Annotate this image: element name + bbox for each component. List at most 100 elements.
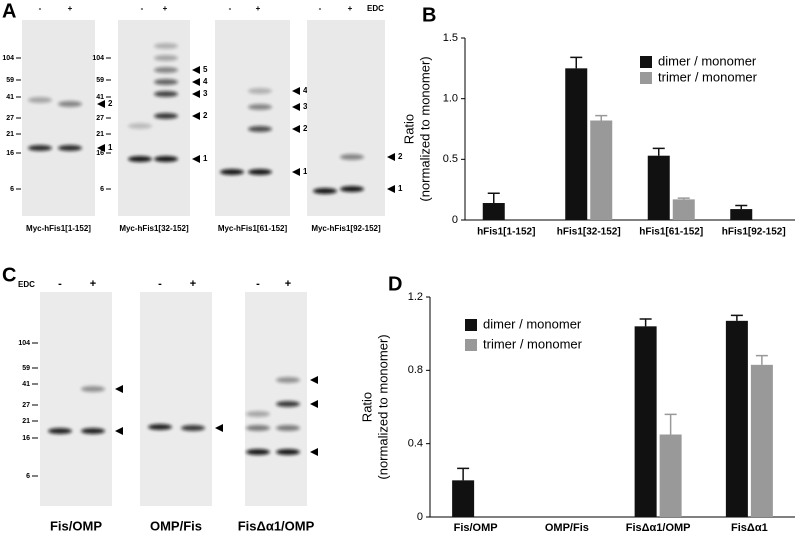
gel-band	[154, 91, 178, 97]
x-tick-label: hFis1[1-152]	[477, 227, 535, 238]
band-arrow	[292, 125, 300, 133]
y-axis-label: (normalized to monomer)	[375, 334, 390, 479]
gel-band	[58, 101, 82, 107]
gel-band	[128, 123, 152, 129]
mw-marker: 16	[22, 435, 30, 442]
band-label: 2	[303, 124, 308, 133]
gel-image	[140, 292, 212, 506]
band-label: 3	[303, 102, 308, 111]
band-arrow	[292, 103, 300, 111]
band-label: 1	[203, 154, 208, 163]
mw-marker: 104	[18, 340, 30, 347]
band-arrow	[310, 448, 318, 456]
gel-image	[40, 292, 112, 506]
band-label: 2	[398, 152, 403, 161]
y-tick-label: 1.5	[443, 32, 458, 44]
lane-label: Myc-hFis1[1-152]	[26, 224, 91, 233]
y-tick-label: 0.5	[443, 153, 458, 165]
error-bar	[457, 467, 470, 481]
treatment-sign: -	[39, 4, 42, 13]
band-label: 1	[108, 143, 113, 152]
gel-band	[154, 156, 178, 162]
band-label: 1	[303, 167, 308, 176]
mw-marker: 41	[96, 94, 104, 101]
treatment-sign: -	[158, 278, 162, 290]
mw-marker: 27	[6, 115, 14, 122]
y-tick-label: 0	[452, 214, 458, 226]
treatment-sign: -	[256, 278, 260, 290]
gel-band	[58, 145, 82, 151]
band-arrow	[115, 427, 123, 435]
gel-band	[276, 449, 300, 455]
gel-band	[340, 186, 364, 192]
gel-band	[154, 55, 178, 61]
gel-band	[248, 126, 272, 132]
treatment-sign: -	[58, 278, 62, 290]
band-arrow	[192, 112, 200, 120]
gel-band	[128, 156, 152, 162]
lane-label: Myc-hFis1[32-152]	[119, 224, 189, 233]
mw-marker: 104	[2, 55, 14, 62]
gel-band	[81, 386, 105, 392]
band-label: 4	[303, 86, 308, 95]
legend-label: dimer / monomer	[483, 316, 582, 331]
legend-swatch	[640, 56, 652, 68]
band-label: 2	[203, 111, 208, 120]
mw-marker: 21	[6, 131, 14, 138]
reagent-label: EDC	[18, 280, 35, 289]
mw-marker: 27	[22, 402, 30, 409]
bar	[452, 480, 475, 517]
band-arrow	[97, 100, 105, 108]
gel-band	[154, 43, 178, 49]
y-tick-label: 1.2	[408, 291, 423, 303]
band-arrow	[292, 168, 300, 176]
treatment-sign: -	[141, 4, 144, 13]
band-arrow	[387, 185, 395, 193]
gel-band	[181, 425, 205, 431]
y-axis-label: (normalized to monomer)	[417, 56, 432, 201]
x-tick-label: OMP/Fis	[545, 522, 589, 534]
band-label: 2	[108, 99, 113, 108]
treatment-sign: +	[285, 278, 291, 290]
band-arrow	[115, 385, 123, 393]
error-bar	[755, 354, 768, 365]
band-arrow	[310, 400, 318, 408]
error-bar	[652, 147, 665, 156]
gel-band	[340, 154, 364, 160]
bar	[750, 364, 773, 517]
reagent-label: EDC	[367, 4, 384, 13]
band-arrow	[192, 66, 200, 74]
bar	[659, 434, 682, 517]
mw-marker: 27	[96, 115, 104, 122]
gel-band	[248, 88, 272, 94]
legend-swatch	[640, 72, 652, 84]
x-tick-label: hFis1[92-152]	[722, 227, 786, 238]
bar	[590, 120, 613, 220]
y-axis-label: Ratio	[359, 392, 374, 422]
gel-band	[276, 401, 300, 407]
mw-marker: 59	[6, 77, 14, 84]
mw-marker: 6	[100, 186, 104, 193]
treatment-sign: -	[319, 4, 322, 13]
panel-label: C	[2, 264, 16, 286]
gel-band	[246, 411, 270, 417]
band-label: 3	[203, 89, 208, 98]
mw-marker: 104	[92, 55, 104, 62]
panel-label: A	[2, 0, 16, 22]
mw-marker: 6	[26, 473, 30, 480]
x-tick-label: FisΔα1	[731, 522, 768, 534]
x-tick-label: Fis/OMP	[454, 522, 498, 534]
gel-band	[220, 169, 244, 175]
lane-label: Myc-hFis1[92-152]	[311, 224, 381, 233]
lane-label: Fis/OMP	[50, 518, 102, 533]
band-arrow	[387, 153, 395, 161]
gel-band	[246, 449, 270, 455]
treatment-sign: +	[163, 4, 168, 13]
gel-band	[246, 425, 270, 431]
x-tick-label: hFis1[61-152]	[639, 227, 703, 238]
legend-label: trimer / monomer	[483, 336, 583, 351]
gel-band	[248, 169, 272, 175]
gel-band	[28, 145, 52, 151]
gel-band	[154, 79, 178, 85]
